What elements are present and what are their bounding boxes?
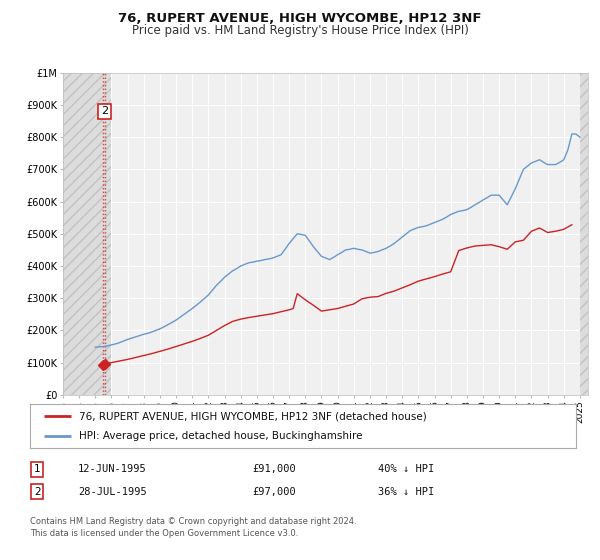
Text: 40% ↓ HPI: 40% ↓ HPI: [378, 464, 434, 474]
Text: £97,000: £97,000: [252, 487, 296, 497]
Text: This data is licensed under the Open Government Licence v3.0.: This data is licensed under the Open Gov…: [30, 529, 298, 538]
Text: 76, RUPERT AVENUE, HIGH WYCOMBE, HP12 3NF (detached house): 76, RUPERT AVENUE, HIGH WYCOMBE, HP12 3N…: [79, 411, 427, 421]
Text: Price paid vs. HM Land Registry's House Price Index (HPI): Price paid vs. HM Land Registry's House …: [131, 24, 469, 37]
Text: Contains HM Land Registry data © Crown copyright and database right 2024.: Contains HM Land Registry data © Crown c…: [30, 516, 356, 526]
Text: 12-JUN-1995: 12-JUN-1995: [78, 464, 147, 474]
Text: 2: 2: [34, 487, 41, 497]
Text: 1: 1: [34, 464, 41, 474]
Bar: [580, 73, 588, 395]
Text: 36% ↓ HPI: 36% ↓ HPI: [378, 487, 434, 497]
Text: HPI: Average price, detached house, Buckinghamshire: HPI: Average price, detached house, Buck…: [79, 431, 362, 441]
Text: £91,000: £91,000: [252, 464, 296, 474]
Text: 2: 2: [101, 106, 108, 116]
Text: 28-JUL-1995: 28-JUL-1995: [78, 487, 147, 497]
Bar: [63, 73, 112, 395]
Text: 76, RUPERT AVENUE, HIGH WYCOMBE, HP12 3NF: 76, RUPERT AVENUE, HIGH WYCOMBE, HP12 3N…: [118, 12, 482, 25]
